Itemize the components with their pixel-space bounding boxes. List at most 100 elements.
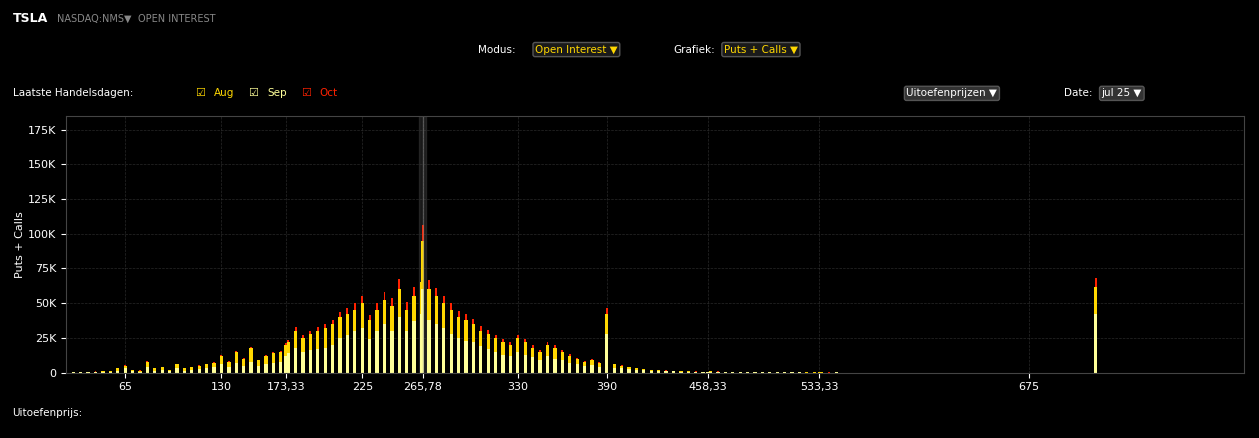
Bar [509, 345, 512, 356]
Bar [418, 116, 426, 373]
Bar [405, 303, 408, 310]
Bar [465, 320, 467, 341]
Bar [131, 371, 135, 373]
Y-axis label: Puts + Calls: Puts + Calls [15, 211, 25, 278]
Bar [621, 365, 622, 366]
Bar [264, 355, 267, 356]
Bar [235, 351, 237, 352]
Bar [354, 303, 356, 310]
Bar [590, 360, 593, 365]
Bar [560, 360, 564, 373]
Bar [190, 370, 194, 373]
Bar [161, 370, 164, 373]
Bar [516, 338, 520, 352]
Bar [198, 366, 201, 369]
Bar [146, 367, 149, 373]
Bar [583, 361, 587, 366]
Bar [539, 352, 541, 360]
Bar [264, 356, 268, 364]
Bar [390, 298, 393, 306]
Bar [228, 367, 230, 373]
Bar [434, 296, 438, 324]
Bar [421, 290, 424, 373]
Bar [249, 348, 253, 361]
Text: Oct: Oct [320, 88, 337, 99]
Bar [354, 310, 356, 331]
Text: Date:: Date: [1064, 88, 1093, 99]
Bar [101, 371, 104, 372]
Bar [706, 372, 710, 373]
Bar [243, 358, 244, 359]
Bar [486, 349, 490, 373]
Bar [575, 359, 579, 364]
Bar [405, 310, 408, 331]
Bar [613, 368, 616, 373]
Bar [205, 364, 208, 368]
Bar [421, 314, 423, 373]
Bar [175, 368, 179, 373]
Bar [308, 350, 312, 373]
Bar [590, 365, 593, 373]
Bar [501, 355, 505, 373]
Bar [619, 366, 623, 368]
Bar [650, 370, 653, 371]
Bar [301, 352, 305, 373]
Bar [279, 350, 282, 352]
Bar [375, 331, 379, 373]
Bar [465, 314, 467, 320]
Bar [524, 355, 528, 373]
Bar [234, 363, 238, 373]
Bar [635, 370, 638, 373]
Bar [672, 371, 675, 373]
Bar [449, 334, 453, 373]
Bar [1095, 278, 1097, 286]
Bar [205, 368, 208, 373]
Text: Uitoefenprijs:: Uitoefenprijs: [13, 408, 83, 418]
Bar [657, 371, 660, 373]
Bar [635, 368, 638, 370]
Bar [108, 371, 112, 372]
Bar [339, 312, 341, 317]
Bar [480, 326, 482, 331]
Bar [324, 348, 327, 373]
Text: Laatste Handelsdagen:: Laatste Handelsdagen: [13, 88, 133, 99]
Text: Modus:: Modus: [478, 45, 516, 55]
Bar [339, 317, 341, 338]
Bar [375, 310, 379, 331]
Bar [568, 356, 572, 363]
Bar [665, 371, 667, 373]
Bar [494, 352, 497, 373]
Bar [434, 324, 438, 373]
Bar [510, 343, 511, 345]
Bar [285, 345, 287, 356]
Bar [427, 290, 431, 320]
Bar [642, 369, 646, 370]
Bar [310, 331, 311, 334]
Bar [324, 328, 327, 348]
Bar [422, 225, 424, 241]
Bar [472, 319, 475, 324]
Bar [279, 352, 282, 361]
Bar [472, 342, 475, 373]
Bar [198, 369, 201, 373]
Bar [316, 349, 320, 373]
Bar [451, 303, 452, 310]
Bar [553, 348, 556, 359]
Bar [709, 372, 713, 373]
Text: OPEN INTEREST: OPEN INTEREST [138, 14, 217, 24]
Text: ☑: ☑ [301, 88, 311, 99]
Bar [627, 367, 631, 369]
Text: Uitoefenprijzen ▼: Uitoefenprijzen ▼ [906, 88, 997, 99]
Bar [361, 296, 364, 303]
Bar [606, 308, 608, 314]
Bar [360, 328, 364, 373]
Bar [146, 361, 149, 367]
Bar [398, 317, 400, 373]
Bar [360, 303, 364, 328]
Bar [457, 317, 461, 338]
Bar [264, 364, 268, 373]
Bar [369, 314, 370, 320]
Bar [213, 367, 215, 373]
Bar [285, 356, 287, 373]
Bar [1094, 314, 1098, 373]
